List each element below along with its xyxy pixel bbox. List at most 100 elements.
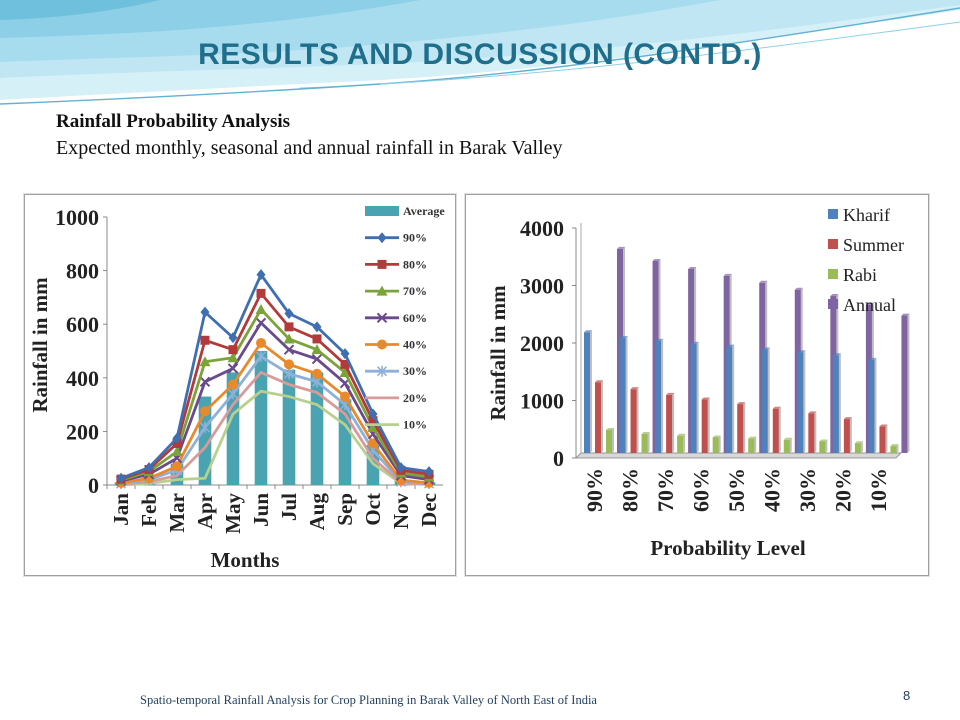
bar-rabi [854, 443, 861, 453]
data-point [311, 353, 323, 365]
x-tick-label: 80% [617, 468, 642, 512]
bar-rabi [748, 438, 755, 453]
legend-label: Summer [843, 235, 904, 255]
data-point [368, 416, 378, 426]
y-tick-label: 1000 [55, 205, 99, 230]
data-point [199, 421, 211, 433]
bar-top [641, 432, 650, 435]
bar-kharif [761, 349, 768, 453]
data-point [172, 461, 182, 472]
bar-top [772, 406, 781, 409]
data-point [227, 388, 239, 400]
bar-top [854, 441, 863, 444]
bar-top [879, 424, 888, 427]
legend-marker [376, 312, 388, 324]
x-tick-label: 30% [795, 468, 820, 512]
data-point [172, 432, 182, 444]
bar-top [819, 439, 828, 442]
legend-marker [377, 259, 387, 269]
section-subtitle: Expected monthly, seasonal and annual ra… [56, 137, 563, 159]
bar-top [737, 402, 746, 405]
data-point [227, 352, 239, 363]
bar-side [625, 336, 628, 453]
bar-side [885, 424, 888, 453]
data-point [312, 321, 322, 333]
x-tick-label: Jan [109, 493, 133, 526]
data-point [340, 359, 350, 369]
seasonal-rainfall-chart-svg: 0 1000 2000 3000 4000 90% 80% 70% 60% 50% 40% 30% 20… [486, 205, 910, 560]
bar-side [814, 411, 817, 453]
bar-kharif [690, 343, 697, 453]
legend-label: 70% [403, 284, 427, 298]
bar-rabi [606, 430, 612, 453]
data-point [171, 446, 183, 456]
x-tick-label: 40% [760, 468, 785, 512]
footer-text: Spatio-temporal Rainfall Analysis for Cr… [140, 693, 597, 707]
bar-side [789, 437, 792, 453]
legend-marker [377, 339, 387, 350]
bar-side [778, 406, 781, 453]
x-tick-label: 10% [866, 468, 891, 512]
data-point [116, 472, 126, 484]
y-axis-title: Rainfall in mm [486, 285, 510, 421]
x-tick-label: 60% [688, 468, 713, 512]
bar-rabi [641, 434, 648, 453]
bar-summer [630, 389, 637, 453]
bar-rabi [890, 446, 897, 453]
data-point [368, 438, 378, 449]
legend-label: Annual [843, 295, 896, 315]
legend-marker [376, 285, 388, 296]
bar-summer [879, 426, 886, 453]
bar-side [907, 313, 910, 453]
data-point [311, 344, 323, 355]
data-point [284, 359, 294, 370]
series-line [120, 354, 430, 486]
legend-label: 30% [403, 364, 427, 378]
bar-top [794, 287, 803, 290]
data-point [339, 366, 351, 377]
bar-top [666, 392, 675, 395]
x-tick-label: Nov [389, 493, 413, 530]
legend-label: 10% [403, 418, 427, 432]
bar-top [677, 433, 686, 436]
bar-side [590, 330, 592, 453]
x-tick-label: 20% [831, 468, 856, 512]
data-point [228, 332, 238, 344]
bar-side [672, 392, 675, 453]
data-point [228, 345, 238, 355]
bar-side [612, 428, 614, 453]
bar-top [759, 280, 768, 283]
legend-label: Rabi [843, 265, 877, 285]
data-point [284, 322, 294, 332]
bar-side [647, 432, 650, 453]
data-point [256, 337, 266, 348]
bar-summer [595, 382, 601, 453]
series-line [120, 389, 430, 487]
x-tick-label: Apr [193, 493, 217, 529]
bar-top [748, 436, 757, 439]
bar-summer [843, 419, 850, 453]
data-point [424, 466, 434, 478]
y-tick-label: 800 [66, 259, 99, 284]
legend-label: 80% [403, 257, 427, 271]
y-tick-label: 0 [553, 446, 564, 471]
x-axis-title: Months [211, 548, 280, 572]
bar-side [683, 433, 686, 453]
series-line [120, 370, 430, 486]
legend-label: Kharif [843, 205, 890, 225]
data-point [284, 307, 294, 319]
legend-label: 20% [403, 391, 427, 405]
bar-side [743, 402, 746, 453]
bar-top [723, 273, 732, 276]
data-point [228, 379, 238, 390]
bar-top [652, 258, 661, 261]
x-tick-label: May [221, 493, 245, 534]
y-tick-label: 3000 [520, 274, 564, 299]
bar-rabi [783, 439, 790, 453]
y-tick-label: 2000 [520, 331, 564, 356]
monthly-rainfall-chart: 0 200 400 600 800 1000 Jan Feb Mar Apr May Jun Jul Au… [24, 194, 456, 576]
bar-side [874, 357, 877, 453]
y-tick-label: 1000 [520, 389, 564, 414]
x-tick-label: Jul [277, 493, 301, 521]
bar-side [707, 397, 710, 453]
